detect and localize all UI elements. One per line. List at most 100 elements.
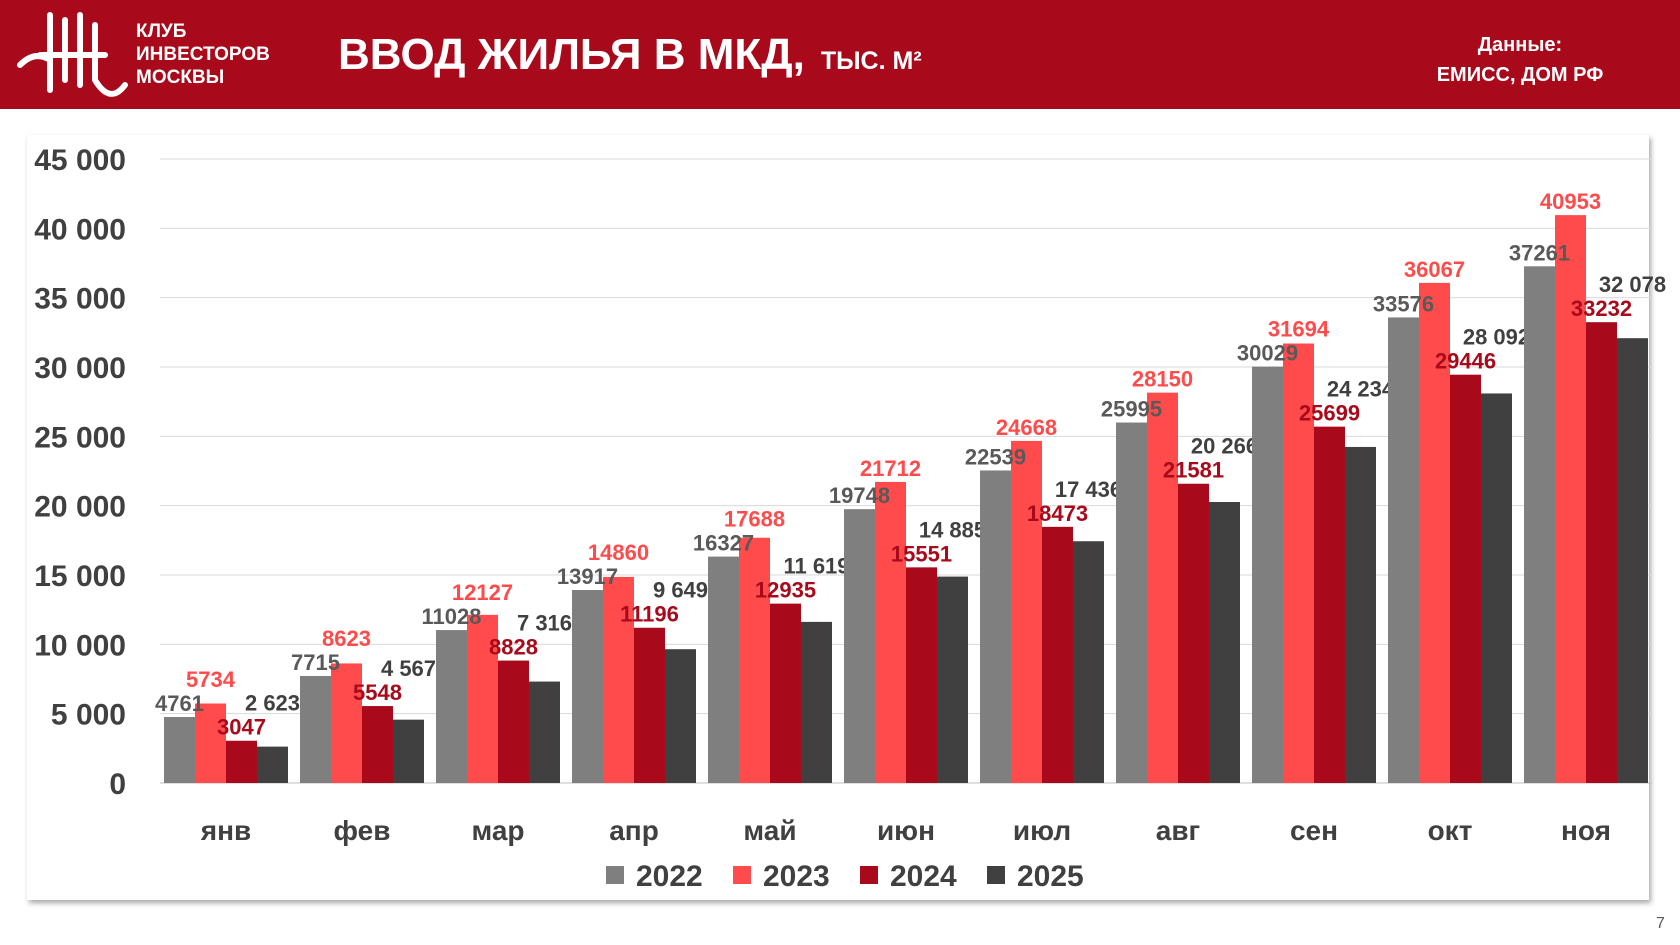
legend-label: 2024	[890, 860, 957, 893]
data-label: 14860	[588, 540, 649, 565]
legend-label: 2022	[636, 860, 703, 893]
data-label: 17 436	[1055, 477, 1122, 502]
title-unit: ТЫС. М²	[820, 47, 922, 75]
bar-2023-июл	[1011, 440, 1042, 783]
bar-2022-мар	[436, 630, 467, 783]
data-label: 7715	[291, 650, 340, 675]
y-tick-label: 15 000	[34, 560, 126, 593]
club-logo	[17, 12, 128, 97]
bar-2024-май	[770, 603, 801, 783]
data-label: 13917	[557, 564, 618, 589]
data-label: 8828	[489, 635, 538, 660]
bar-2024-авг	[1178, 483, 1209, 783]
data-label: 5734	[186, 667, 236, 692]
bar-2024-июн	[906, 567, 937, 783]
data-label: 31694	[1268, 317, 1330, 342]
x-tick-label: июн	[877, 815, 935, 846]
bar-2024-ноя	[1586, 322, 1617, 783]
x-tick-label: окт	[1428, 815, 1473, 846]
page-title: ВВОД ЖИЛЬЯ В МКД, ТЫС. М²	[338, 30, 922, 80]
data-label: 37261	[1509, 240, 1570, 265]
data-label: 11028	[422, 604, 482, 629]
bar-2024-мар	[498, 660, 529, 783]
y-tick-label: 30 000	[34, 352, 126, 385]
legend-swatch	[860, 866, 878, 884]
club-line: МОСКВЫ	[136, 67, 225, 88]
bar-2024-июл	[1042, 526, 1073, 783]
data-label: 22539	[965, 444, 1026, 469]
bar-2022-фев	[300, 676, 331, 783]
data-source: Данные: ЕМИСС, ДОМ РФ	[1400, 30, 1640, 90]
legend-swatch	[987, 866, 1005, 884]
y-tick-label: 10 000	[34, 629, 126, 662]
data-label: 40953	[1540, 189, 1601, 214]
x-tick-label: май	[743, 815, 796, 846]
y-tick-label: 0	[109, 768, 126, 801]
bar-2025-мар	[529, 681, 560, 783]
bar-2023-фев	[331, 663, 362, 783]
bar-2025-окт	[1481, 393, 1512, 783]
bar-2023-мар	[467, 614, 498, 783]
data-label: 28150	[1132, 367, 1193, 392]
legend-label: 2025	[1017, 860, 1084, 893]
bar-2024-апр	[634, 627, 665, 783]
bar-2024-сен	[1314, 426, 1345, 783]
chart-panel	[27, 135, 1649, 900]
data-label: 9 649	[653, 578, 708, 603]
bar-2025-сен	[1345, 446, 1376, 783]
bar-2025-май	[801, 621, 832, 783]
bar-2023-май	[739, 537, 770, 783]
data-label: 36067	[1404, 257, 1465, 282]
data-label: 11 619	[783, 554, 849, 579]
bar-2023-ноя	[1555, 215, 1586, 783]
data-label: 8623	[322, 626, 371, 651]
bar-2022-июл	[980, 470, 1011, 783]
bar-2025-июл	[1073, 541, 1104, 783]
data-label: 25699	[1299, 401, 1360, 426]
bar-2024-янв	[226, 740, 257, 783]
club-line: ИНВЕСТОРОВ	[136, 44, 270, 65]
data-label: 21581	[1163, 458, 1224, 483]
bar-2022-июн	[844, 509, 875, 783]
data-label: 24 234	[1327, 377, 1395, 402]
bar-2022-сен	[1252, 366, 1283, 783]
bar-2022-авг	[1116, 422, 1147, 783]
data-label: 16327	[693, 531, 754, 556]
title-text: ВВОД ЖИЛЬЯ В МКД,	[338, 30, 805, 79]
data-label: 30029	[1237, 341, 1298, 366]
data-label: 4761	[155, 691, 204, 716]
data-label: 17688	[724, 507, 785, 532]
y-tick-label: 35 000	[34, 283, 126, 316]
bar-2022-апр	[572, 590, 603, 783]
bar-2025-апр	[665, 649, 696, 783]
x-tick-label: мар	[471, 815, 524, 846]
data-label: 12935	[755, 578, 816, 603]
header: КЛУБ ИНВЕСТОРОВ МОСКВЫ ВВОД ЖИЛЬЯ В МКД,…	[0, 0, 1680, 109]
y-tick-label: 45 000	[34, 144, 126, 177]
x-tick-label: сен	[1290, 815, 1338, 846]
data-label: 25995	[1101, 397, 1162, 422]
legend-swatch	[606, 866, 624, 884]
data-label: 24668	[996, 415, 1057, 440]
bar-2025-авг	[1209, 501, 1240, 783]
x-tick-label: июл	[1013, 815, 1071, 846]
bar-2025-янв	[257, 746, 288, 783]
data-label: 18473	[1027, 501, 1088, 526]
legend-label: 2023	[763, 860, 830, 893]
source-text: ЕМИСС, ДОМ РФ	[1436, 64, 1604, 86]
data-label: 14 885	[919, 517, 986, 542]
club-line: КЛУБ	[136, 21, 187, 42]
bar-2023-июн	[875, 481, 906, 783]
bar-2025-ноя	[1617, 338, 1648, 783]
x-tick-label: апр	[609, 815, 659, 846]
bar-2023-окт	[1419, 282, 1450, 783]
data-label: 7 316	[517, 611, 572, 636]
club-name: КЛУБ ИНВЕСТОРОВ МОСКВЫ	[136, 20, 270, 89]
bar-2024-фев	[362, 706, 393, 783]
bar-2022-янв	[164, 716, 195, 783]
y-tick-label: 20 000	[34, 491, 126, 524]
data-label: 5548	[353, 680, 402, 705]
bar-2025-фев	[393, 719, 424, 783]
data-label: 28 092	[1463, 325, 1530, 350]
